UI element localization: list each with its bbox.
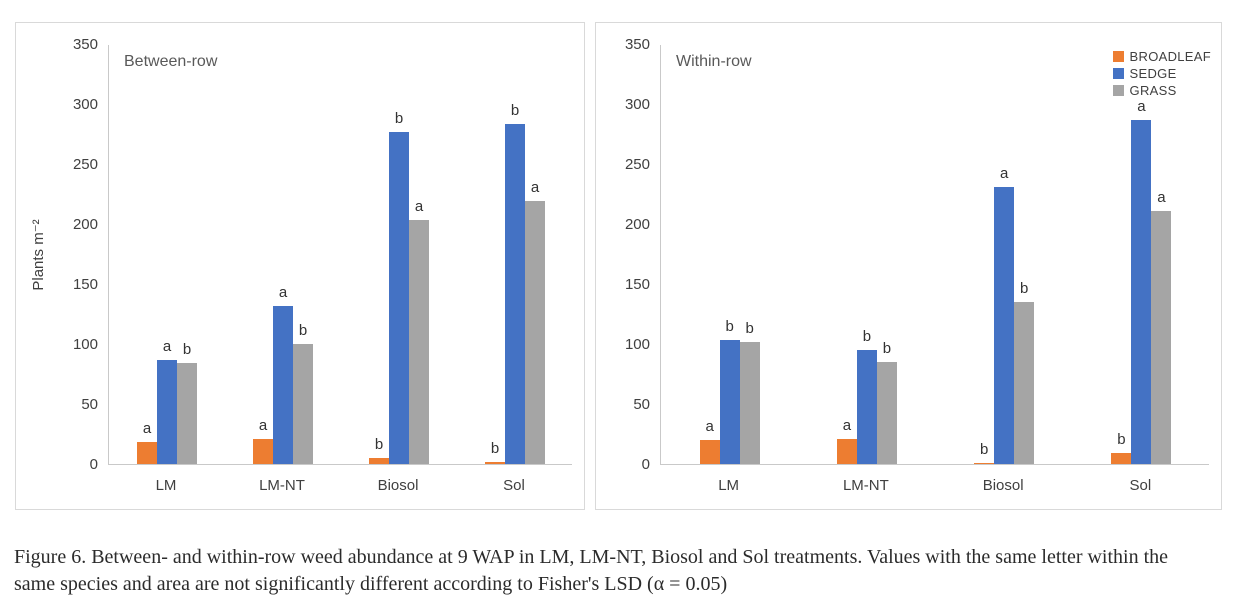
bar-broadleaf-lm-nt: [253, 439, 273, 464]
bar-sedge-lm: [157, 360, 177, 464]
y-tick-label: 200: [72, 216, 98, 233]
figure-caption: Figure 6. Between- and within-row weed a…: [14, 546, 1169, 595]
y-tick-label: 350: [72, 36, 98, 53]
significance-letter: b: [394, 110, 404, 127]
y-tick-label: 50: [81, 396, 98, 413]
significance-letter: b: [882, 340, 892, 357]
bar-grass-lm-nt: [876, 362, 897, 464]
bar-sedge-lm-nt: [273, 306, 293, 464]
bar-grass-sol: [525, 201, 545, 464]
y-tick-label: 0: [89, 456, 98, 473]
legend-label: BROADLEAF: [1129, 49, 1211, 64]
significance-letter: a: [142, 420, 152, 437]
y-tick-label: 150: [72, 276, 98, 293]
y-tick-label: 300: [624, 96, 650, 113]
legend-label: SEDGE: [1129, 66, 1177, 81]
y-tick-label: 100: [72, 336, 98, 353]
significance-letter: b: [374, 436, 384, 453]
bar-broadleaf-biosol: [369, 458, 389, 464]
legend: BROADLEAF SEDGE GRASS: [1112, 49, 1211, 98]
significance-letter: b: [490, 440, 500, 457]
y-tick-label: 350: [624, 36, 650, 53]
x-category-label: LM-NT: [842, 477, 889, 494]
bar-grass-sol: [1151, 211, 1172, 464]
y-tick-label: 200: [624, 216, 650, 233]
legend-item-sedge: SEDGE: [1112, 66, 1211, 81]
legend-label: GRASS: [1129, 83, 1177, 98]
x-category-label: LM: [155, 477, 177, 494]
y-tick-label: 250: [72, 156, 98, 173]
significance-letter: b: [745, 320, 754, 337]
significance-letter: a: [258, 417, 268, 434]
x-category-label: LM: [718, 477, 740, 494]
bar-grass-lm-nt: [293, 344, 313, 464]
significance-letter: b: [979, 441, 989, 458]
significance-letter: a: [1137, 98, 1146, 115]
bar-sedge-lm-nt: [856, 350, 877, 464]
significance-letter: a: [999, 165, 1009, 182]
legend-swatch-icon: [1112, 51, 1124, 62]
bar-grass-biosol: [1014, 302, 1035, 464]
x-category-label: Sol: [503, 477, 525, 494]
significance-letter: b: [182, 341, 192, 358]
x-category-label: Sol: [1129, 477, 1152, 494]
y-tick-label: 150: [624, 276, 650, 293]
bar-sedge-sol: [505, 124, 525, 464]
significance-letter: a: [1157, 189, 1166, 206]
bar-sedge-biosol: [994, 187, 1015, 464]
x-category-label: Biosol: [982, 477, 1024, 494]
y-tick-label: 250: [624, 156, 650, 173]
y-tick-label: 0: [641, 456, 650, 473]
significance-letter: b: [725, 318, 734, 335]
bar-grass-lm: [739, 342, 760, 464]
bar-broadleaf-sol: [485, 462, 505, 464]
significance-letter: b: [298, 322, 308, 339]
bar-broadleaf-lm: [137, 442, 157, 464]
y-tick-label: 50: [633, 396, 650, 413]
significance-letter: a: [842, 417, 852, 434]
bar-grass-lm: [177, 363, 197, 464]
chart-title: Between-row: [124, 53, 218, 70]
legend-item-broadleaf: BROADLEAF: [1112, 49, 1211, 64]
x-category-label: Biosol: [377, 477, 419, 494]
bar-broadleaf-sol: [1111, 453, 1132, 464]
significance-letter: b: [1019, 280, 1029, 297]
significance-letter: b: [862, 328, 872, 345]
y-tick-label: 100: [624, 336, 650, 353]
chart-panel-within-row: a b b a b b b a b b a a 0 50 100 150 200 250 300 350 Within-…: [595, 22, 1222, 510]
significance-letter: a: [414, 198, 424, 215]
bar-sedge-sol: [1131, 120, 1152, 464]
bar-broadleaf-lm-nt: [836, 439, 857, 464]
significance-letter: a: [278, 284, 288, 301]
x-category-label: LM-NT: [259, 477, 305, 494]
legend-swatch-icon: [1112, 68, 1124, 79]
bar-broadleaf-lm: [699, 440, 720, 464]
legend-item-grass: GRASS: [1112, 83, 1211, 98]
significance-letter: b: [1117, 431, 1126, 448]
y-axis-label: Plants m⁻²: [30, 219, 47, 291]
significance-letter: b: [510, 102, 520, 119]
y-tick-label: 300: [72, 96, 98, 113]
bar-sedge-biosol: [389, 132, 409, 464]
legend-swatch-icon: [1112, 85, 1124, 96]
chart-panel-between-row: a a b a a b b b a b b a 0 50 100 150 200 250 300 350 Plants …: [15, 22, 585, 510]
bar-broadleaf-biosol: [974, 463, 995, 464]
bar-grass-biosol: [409, 220, 429, 464]
chart-title: Within-row: [676, 53, 752, 70]
significance-letter: a: [162, 338, 172, 355]
significance-letter: a: [530, 179, 540, 196]
significance-letter: a: [705, 418, 714, 435]
bar-sedge-lm: [719, 340, 740, 464]
